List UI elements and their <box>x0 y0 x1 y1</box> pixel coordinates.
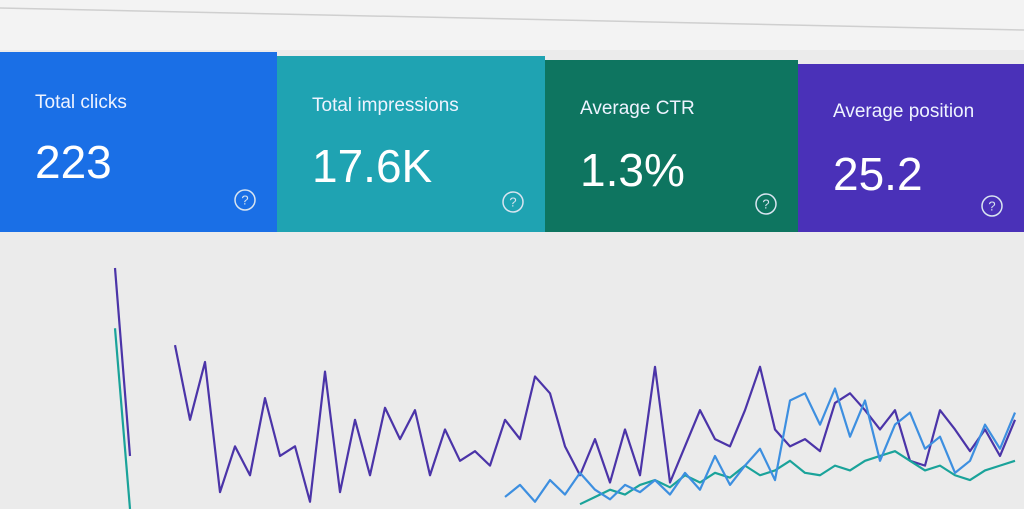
metric-card[interactable]: Total impressions 17.6K? <box>277 56 545 232</box>
card-label: Total impressions <box>312 95 459 116</box>
metric-card[interactable]: Average CTR 1.3%? <box>545 60 798 232</box>
divider <box>0 7 1024 31</box>
card-value: 223 <box>35 136 112 188</box>
card-background <box>798 64 1024 232</box>
help-icon-text: ? <box>988 198 995 213</box>
card-value: 17.6K <box>312 140 433 192</box>
help-icon[interactable] <box>502 191 524 213</box>
card-value: 25.2 <box>833 148 923 200</box>
top-bar <box>0 0 1024 50</box>
help-icon[interactable] <box>755 193 777 215</box>
data-line <box>113 267 1017 503</box>
help-icon[interactable] <box>234 189 256 211</box>
card-label: Total clicks <box>35 92 127 113</box>
help-icon-text: ? <box>241 192 248 207</box>
help-icon-text: ? <box>509 194 516 209</box>
help-icon-text: ? <box>762 196 769 211</box>
performance-chart <box>113 267 1017 509</box>
metric-card[interactable]: Average position 25.2? <box>798 64 1024 232</box>
help-icon[interactable] <box>981 195 1003 217</box>
data-line <box>504 387 1017 503</box>
data-line <box>113 328 1016 509</box>
card-background <box>277 56 545 232</box>
card-value: 1.3% <box>580 144 685 196</box>
card-label: Average position <box>833 101 974 122</box>
card-background <box>0 52 277 232</box>
metric-card[interactable]: Total clicks 223? <box>0 52 277 232</box>
card-label: Average CTR <box>580 98 695 119</box>
